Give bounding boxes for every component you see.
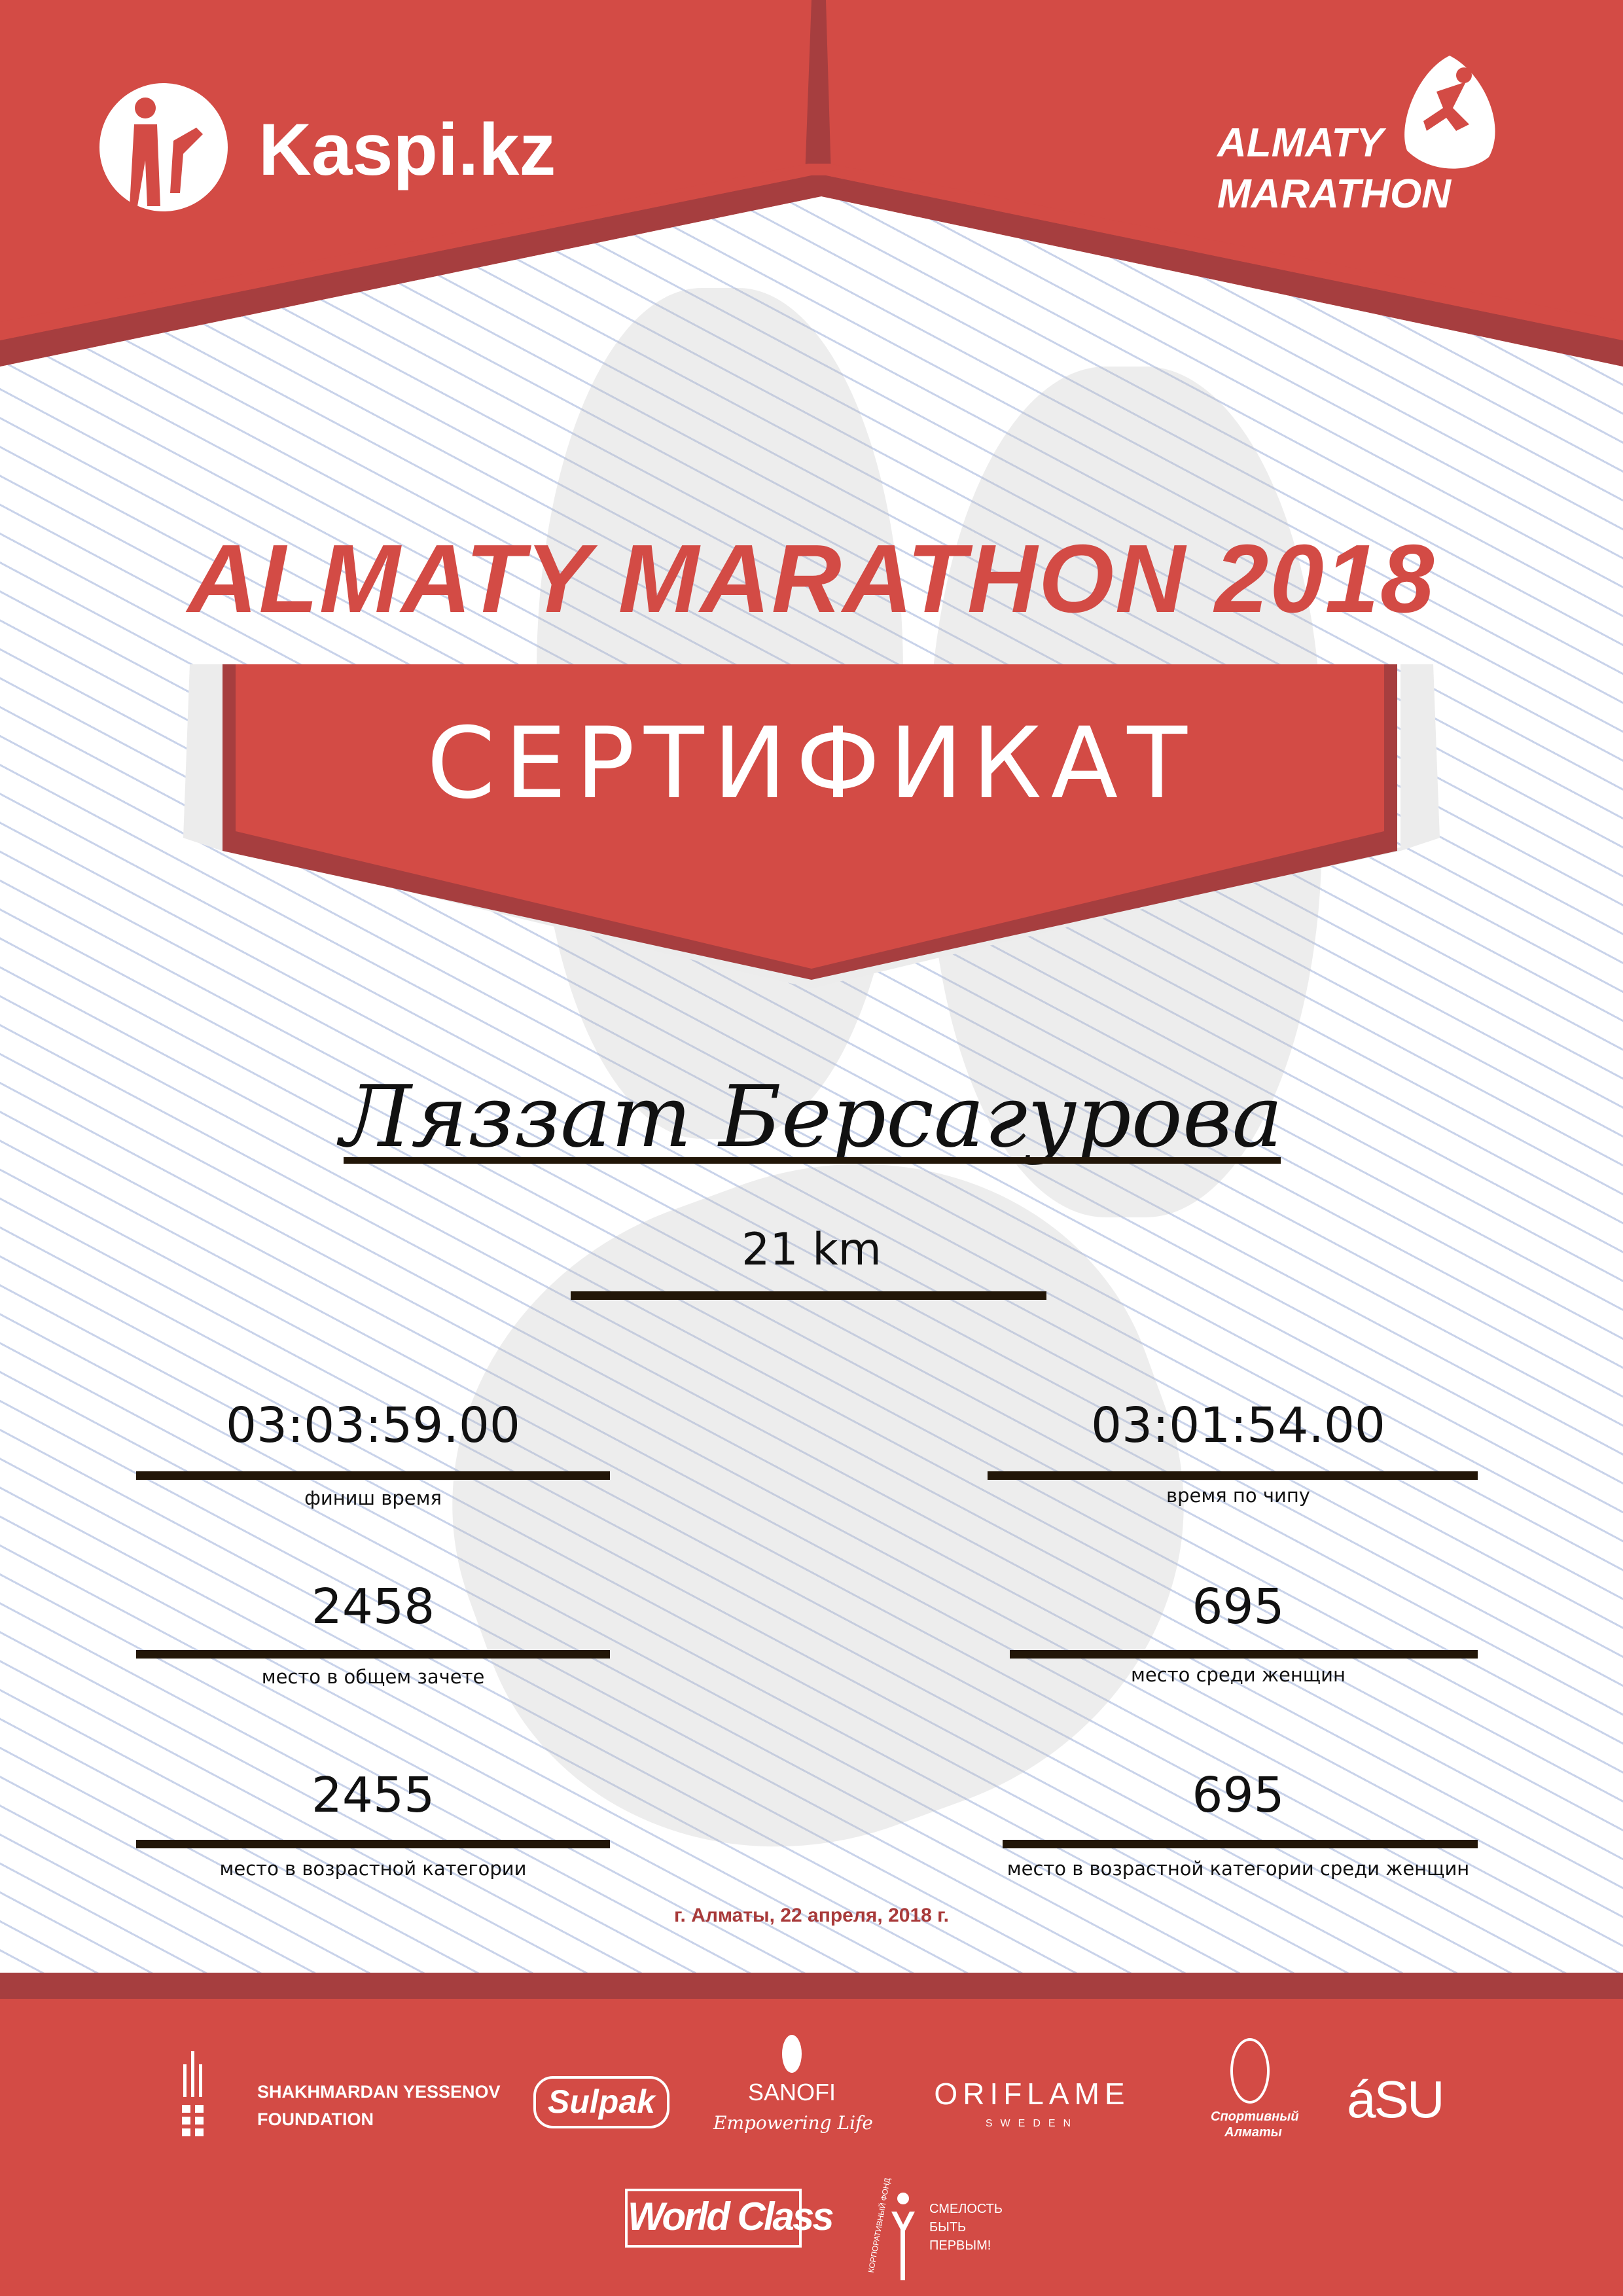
header-crease xyxy=(805,0,831,177)
distance-underline xyxy=(571,1291,1046,1300)
overall-place-label: место в общем зачете xyxy=(261,1666,485,1688)
sulpak-logo: Sulpak xyxy=(533,2076,669,2128)
certificate-heading: СЕРТИФИКАТ xyxy=(427,707,1196,821)
finish-time-value: 03:03:59.00 xyxy=(225,1397,521,1454)
logo-text-marathon: MARATHON xyxy=(1217,171,1452,217)
oriflame-logo: ORIFLAME SWEDEN xyxy=(924,2077,1140,2143)
smelost-text-2: БЫТЬ xyxy=(929,2220,967,2234)
age-place-rule xyxy=(136,1840,610,1848)
women-place-label: место среди женщин xyxy=(1131,1664,1346,1686)
kaspi-icon xyxy=(99,83,228,211)
asu-logo: áSU xyxy=(1347,2070,1445,2128)
smelost-text-1: СМЕЛОСТЬ xyxy=(929,2202,1003,2216)
sulpak-text: Sulpak xyxy=(548,2083,655,2120)
footer-shadow-band xyxy=(0,1973,1623,1999)
footer: SHAKHMARDAN YESSENOV FOUNDATION Sulpak S… xyxy=(0,1999,1623,2296)
world-class-logo: World Class xyxy=(625,2189,834,2248)
certificate-banner xyxy=(183,664,1440,988)
logo-text-almaty: ALMATY xyxy=(1217,120,1383,166)
women-age-place-label: место в возрастной категории среди женщи… xyxy=(1007,1857,1470,1880)
yessenov-logo: SHAKHMARDAN YESSENOV FOUNDATION xyxy=(182,2051,501,2136)
chip-time-rule xyxy=(988,1471,1478,1480)
women-age-place-value: 695 xyxy=(1192,1767,1285,1823)
sanofi-logo: SANOFI Empowering Life xyxy=(713,2035,873,2166)
women-age-place-rule xyxy=(1003,1840,1478,1848)
sanofi-text: SANOFI xyxy=(747,2079,836,2106)
yessenov-bars-icon xyxy=(182,2051,204,2136)
event-title: ALMATY MARATHON 2018 xyxy=(187,525,1436,633)
distance-value: 21 km xyxy=(741,1224,882,1276)
kaspi-logo: Kaspi.kz xyxy=(98,82,569,213)
issue-date: г. Алматы, 22 апреля, 2018 г. xyxy=(674,1905,949,1926)
finish-time-label: финиш время xyxy=(304,1487,442,1509)
almaty-marathon-logo: ALMATY MARATHON xyxy=(1217,52,1531,229)
runner-drop-icon xyxy=(1404,56,1495,169)
age-place-value: 2455 xyxy=(311,1767,435,1823)
oriflame-text: ORIFLAME xyxy=(934,2077,1130,2111)
sportivny-almaty-emblem xyxy=(1230,2038,1270,2104)
yessenov-text-2: FOUNDATION xyxy=(257,2109,374,2129)
sanofi-tagline: Empowering Life xyxy=(713,2112,873,2134)
chip-time-label: время по чипу xyxy=(1166,1484,1310,1507)
smelost-logo: КОРПОРАТИВНЫЙ ФОНД СМЕЛОСТЬ БЫТЬ ПЕРВЫМ! xyxy=(864,2176,1034,2287)
oriflame-subtext: SWEDEN xyxy=(985,2118,1079,2129)
sportivny-almaty-text: Спортивный Алматы xyxy=(1211,2109,1299,2140)
smelost-text-3: ПЕРВЫМ! xyxy=(929,2238,991,2253)
smelost-figure-icon xyxy=(891,2193,915,2280)
overall-place-rule xyxy=(136,1650,610,1659)
finish-time-rule xyxy=(136,1471,610,1480)
yessenov-text-1: SHAKHMARDAN YESSENOV xyxy=(257,2082,501,2102)
chip-time-value: 03:01:54.00 xyxy=(1090,1397,1386,1454)
world-class-text: World Class xyxy=(628,2195,834,2238)
women-place-rule xyxy=(1010,1650,1478,1659)
age-place-label: место в возрастной категории xyxy=(219,1857,527,1880)
participant-name: Ляззат Берсагурова xyxy=(340,1067,1283,1166)
sanofi-icon xyxy=(782,2035,802,2073)
overall-place-value: 2458 xyxy=(311,1579,435,1635)
name-underline xyxy=(344,1157,1281,1164)
header-chevron xyxy=(0,0,1623,367)
women-place-value: 695 xyxy=(1192,1579,1285,1635)
kaspi-wordmark: Kaspi.kz xyxy=(259,109,556,190)
sportivny-almaty-logo: Спортивный Алматы xyxy=(1211,2038,1299,2149)
